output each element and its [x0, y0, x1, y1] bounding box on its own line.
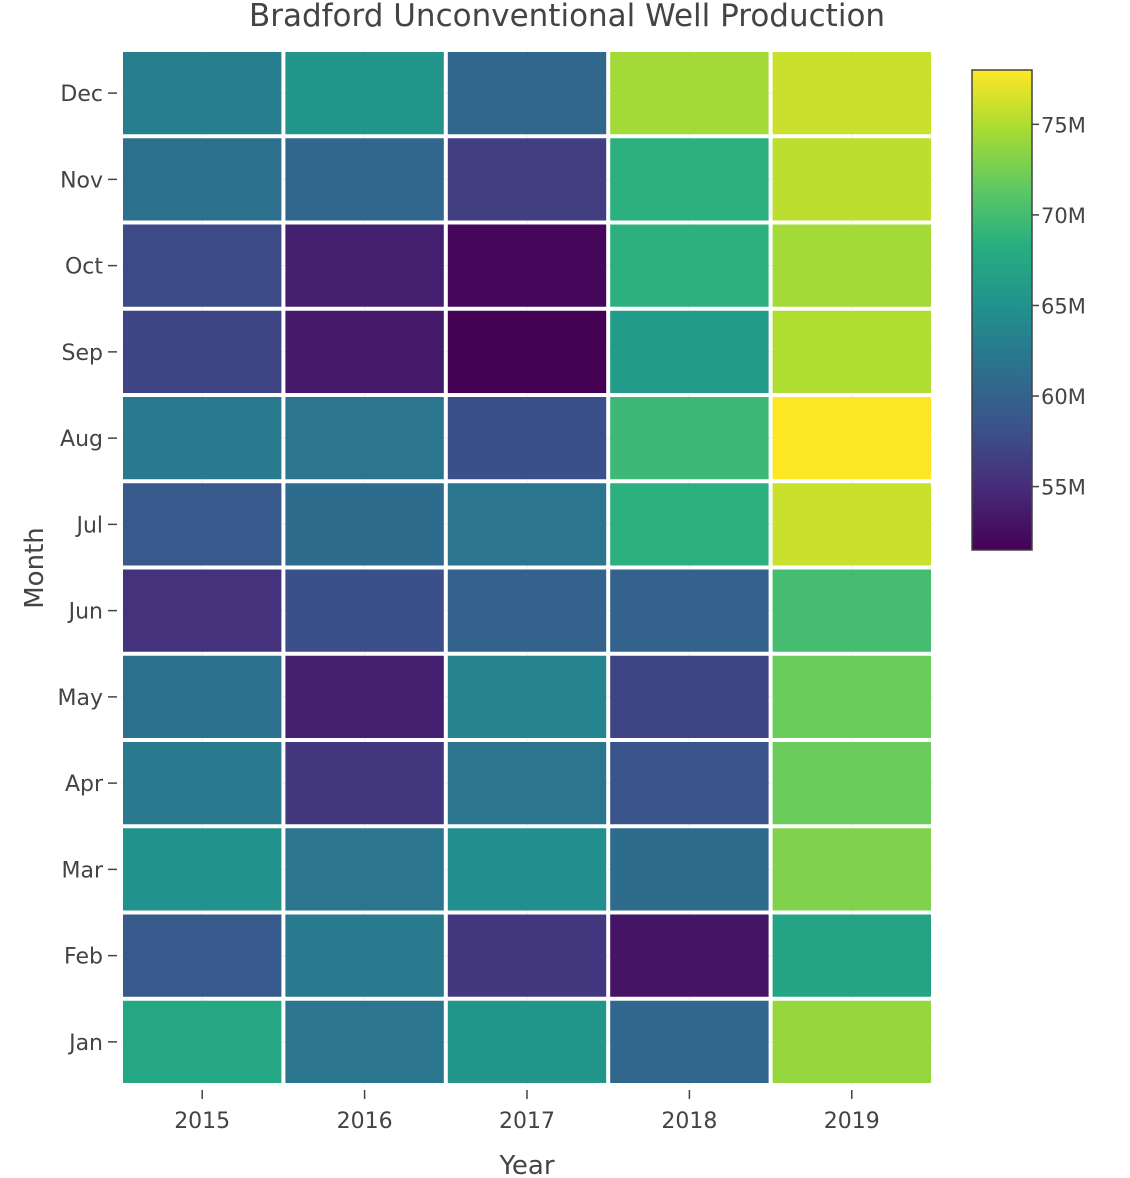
x-tick-label-2016: 2016	[337, 1109, 393, 1134]
colorbar-tick-label: 65M	[1041, 294, 1086, 318]
heatmap-cell-2017-oct	[447, 224, 607, 307]
heatmap-cell-2018-aug	[610, 397, 769, 480]
heatmap-cell-2015-may	[123, 655, 282, 738]
heatmap-cell-2019-jan	[772, 1000, 931, 1083]
x-tick-label-2019: 2019	[824, 1109, 880, 1134]
y-tick-label-nov: Nov	[60, 168, 103, 193]
heatmap-cell-2015-jan	[123, 1000, 282, 1083]
heatmap-cell-2019-aug	[772, 397, 931, 480]
heatmap-cell-2017-mar	[447, 828, 607, 911]
heatmap-cell-2019-mar	[772, 828, 931, 911]
heatmap-cell-2016-sep	[285, 310, 444, 393]
heatmap-cell-2015-jul	[123, 483, 282, 566]
heatmap-cell-2018-may	[610, 655, 769, 738]
colorbar-tick-label: 60M	[1041, 385, 1086, 409]
heatmap-cells	[123, 52, 931, 1083]
heatmap-cell-2017-nov	[447, 138, 607, 221]
heatmap-cell-2015-dec	[123, 52, 282, 135]
colorbar: 55M 60M 65M 70M 75M	[971, 69, 1086, 551]
heatmap-cell-2016-oct	[285, 224, 444, 307]
x-tick-label-2015: 2015	[174, 1109, 230, 1134]
heatmap-cell-2015-mar	[123, 828, 282, 911]
y-tick-label-may: May	[58, 686, 103, 711]
heatmap-cell-2015-nov	[123, 138, 282, 221]
heatmap-cell-2015-sep	[123, 310, 282, 393]
heatmap-cell-2016-nov	[285, 138, 444, 221]
heatmap-cell-2019-feb	[772, 914, 931, 997]
colorbar-tick-label: 75M	[1041, 113, 1086, 137]
x-axis-ticks: 2015 2016 2017 2018 2019	[174, 1090, 880, 1134]
heatmap-cell-2016-dec	[285, 52, 444, 135]
heatmap-cell-2018-jul	[610, 483, 769, 566]
heatmap-cell-2016-mar	[285, 828, 444, 911]
y-tick-label-jan: Jan	[67, 1031, 103, 1056]
y-tick-label-dec: Dec	[60, 82, 103, 107]
heatmap-cell-2015-apr	[123, 742, 282, 825]
heatmap-cell-2019-nov	[772, 138, 931, 221]
heatmap-cell-2019-jun	[772, 569, 931, 652]
heatmap-cell-2017-jan	[447, 1000, 607, 1083]
heatmap-cell-2016-jan	[285, 1000, 444, 1083]
heatmap-cell-2015-aug	[123, 397, 282, 480]
heatmap-cell-2018-apr	[610, 742, 769, 825]
heatmap-cell-2015-jun	[123, 569, 282, 652]
heatmap-cell-2018-jan	[610, 1000, 769, 1083]
heatmap-cell-2018-oct	[610, 224, 769, 307]
heatmap-cell-2019-sep	[772, 310, 931, 393]
colorbar-gradient	[971, 69, 1033, 551]
y-tick-label-jul: Jul	[74, 513, 103, 538]
y-axis-ticks: Jan Feb Mar Apr May Jun Jul Aug Sep Oct Nov Dec	[58, 82, 117, 1056]
x-tick-label-2017: 2017	[499, 1109, 555, 1134]
heatmap-cell-2019-oct	[772, 224, 931, 307]
y-axis-title: Month	[20, 527, 50, 609]
heatmap-cell-2017-apr	[447, 742, 607, 825]
x-tick-label-2018: 2018	[661, 1109, 717, 1134]
heatmap-cell-2017-may	[447, 655, 607, 738]
heatmap-cell-2018-jun	[610, 569, 769, 652]
heatmap-cell-2017-jul	[447, 483, 607, 566]
heatmap-cell-2018-feb	[610, 914, 769, 997]
heatmap-cell-2015-feb	[123, 914, 282, 997]
y-tick-label-feb: Feb	[64, 945, 103, 970]
x-axis-title: Year	[498, 1151, 554, 1178]
heatmap-cell-2018-dec	[610, 52, 769, 135]
y-tick-label-aug: Aug	[60, 427, 103, 452]
y-tick-label-mar: Mar	[61, 858, 103, 883]
heatmap-cell-2019-may	[772, 655, 931, 738]
heatmap-cell-2018-mar	[610, 828, 769, 911]
heatmap-cell-2018-nov	[610, 138, 769, 221]
heatmap-cell-2016-may	[285, 655, 444, 738]
heatmap-cell-2016-apr	[285, 742, 444, 825]
heatmap-cell-2016-jul	[285, 483, 444, 566]
chart-title: Bradford Unconventional Well Production	[249, 0, 885, 34]
heatmap-cell-2016-jun	[285, 569, 444, 652]
y-tick-label-sep: Sep	[62, 341, 103, 366]
heatmap-cell-2015-oct	[123, 224, 282, 307]
y-tick-label-apr: Apr	[65, 772, 104, 797]
heatmap-cell-2016-feb	[285, 914, 444, 997]
heatmap-cell-2019-jul	[772, 483, 931, 566]
heatmap-cell-2018-sep	[610, 310, 769, 393]
heatmap-cell-2019-apr	[772, 742, 931, 825]
heatmap-cell-2019-dec	[772, 52, 931, 135]
y-tick-label-oct: Oct	[65, 255, 103, 280]
heatmap-cell-2017-dec	[447, 52, 607, 135]
colorbar-tick-label: 70M	[1041, 204, 1086, 228]
heatmap-cell-2017-sep	[447, 310, 607, 393]
heatmap-cell-2017-feb	[447, 914, 607, 997]
y-tick-label-jun: Jun	[67, 600, 103, 625]
heatmap-cell-2017-aug	[447, 397, 607, 480]
colorbar-tick-label: 55M	[1041, 476, 1086, 500]
heatmap-cell-2016-aug	[285, 397, 444, 480]
heatmap-cell-2017-jun	[447, 569, 607, 652]
